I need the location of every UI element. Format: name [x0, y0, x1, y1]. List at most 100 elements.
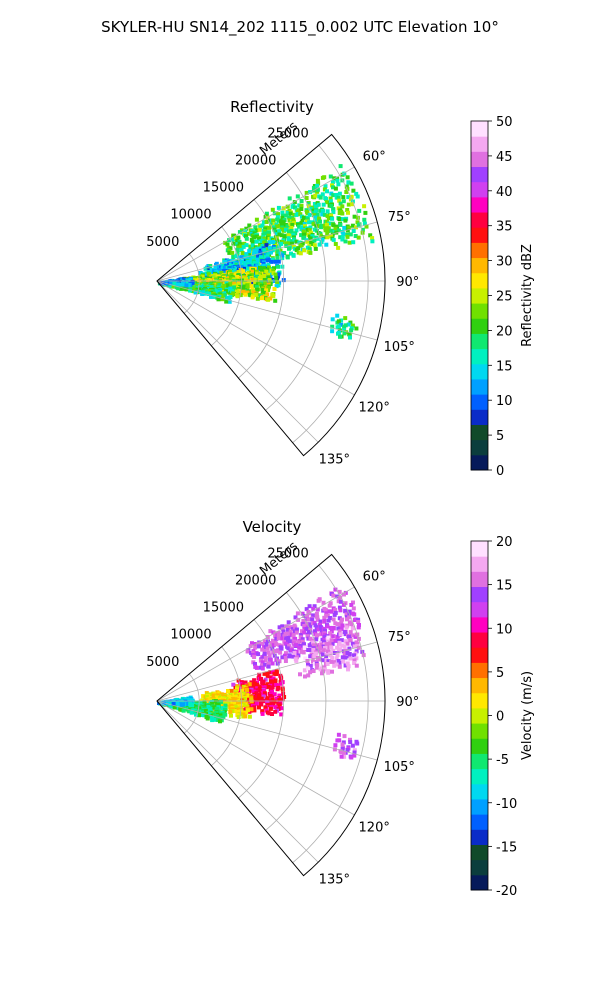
echo-cell	[283, 659, 288, 663]
echo-cell	[310, 234, 315, 239]
echo-cell	[184, 287, 189, 292]
echo-cell	[348, 232, 353, 237]
echo-cell	[292, 639, 297, 644]
colorbar-swatch	[471, 333, 488, 350]
echo-cell	[170, 284, 175, 289]
echo-cell	[333, 226, 338, 231]
echo-cell	[267, 218, 272, 223]
echo-cell	[231, 259, 236, 264]
echo-cell	[285, 628, 290, 632]
echo-cell	[244, 226, 249, 231]
echo-cell	[302, 232, 306, 237]
echo-cell	[300, 637, 305, 642]
echo-cell	[345, 651, 350, 655]
echo-cell	[244, 710, 249, 715]
echo-cell	[272, 246, 277, 251]
echo-cell	[349, 755, 354, 760]
echo-cell	[248, 293, 253, 298]
echo-cell	[280, 256, 285, 261]
echo-cell	[311, 647, 316, 652]
echo-cell	[342, 652, 347, 657]
echo-cell	[339, 322, 344, 327]
echo-cell	[308, 630, 313, 635]
echo-cell	[220, 297, 225, 302]
echo-cell	[262, 671, 267, 676]
echo-cell	[350, 633, 355, 638]
echo-cell	[265, 253, 270, 258]
echo-cell	[292, 650, 297, 655]
echo-cell	[289, 228, 294, 233]
echo-cell	[335, 634, 340, 639]
colorbar-tick-label: 10	[496, 622, 513, 637]
echo-cell	[284, 227, 288, 232]
echo-cell	[237, 686, 242, 691]
echo-cell	[250, 258, 255, 263]
echo-cell	[357, 208, 362, 213]
echo-cell	[263, 658, 268, 663]
echo-cell	[350, 743, 355, 748]
echo-cell	[220, 706, 225, 711]
echo-cell	[333, 638, 337, 643]
echo-cell	[318, 646, 323, 651]
echo-cell	[329, 609, 334, 614]
azimuth-spoke	[156, 700, 355, 816]
echo-cell	[338, 623, 343, 628]
echo-cell	[261, 694, 266, 699]
echo-cell	[348, 737, 352, 742]
colorbar-swatch	[471, 859, 488, 876]
echo-cell	[260, 663, 264, 668]
echo-cell	[215, 718, 220, 722]
echo-cell	[292, 200, 297, 205]
echo-cell	[352, 750, 357, 755]
echo-cell	[276, 205, 281, 210]
azimuth-spoke	[156, 280, 319, 443]
echo-cell	[245, 649, 250, 654]
colorbar-swatch	[471, 166, 488, 183]
echo-cell	[213, 289, 218, 294]
echo-cell	[338, 608, 343, 613]
echo-cell	[294, 628, 299, 633]
echo-cell	[318, 667, 323, 672]
echo-cell	[176, 282, 181, 287]
echo-cell	[345, 175, 350, 180]
echo-cell	[210, 701, 214, 706]
echo-cell	[331, 617, 336, 622]
echo-cell	[242, 696, 247, 701]
echo-cell	[336, 195, 341, 200]
echo-cell	[260, 223, 265, 228]
echo-cell	[273, 678, 278, 683]
echo-cell	[207, 272, 212, 277]
echo-cell	[337, 191, 342, 196]
echo-cell	[304, 190, 309, 195]
echo-cell	[352, 653, 356, 658]
echo-cell	[276, 264, 280, 269]
echo-cell	[280, 264, 285, 269]
echo-cell	[260, 711, 265, 716]
echo-cell	[346, 667, 350, 672]
colorbar-swatch	[471, 136, 488, 152]
colorbar-tick-label: 50	[496, 115, 513, 130]
echo-cell	[275, 255, 280, 260]
echo-cell	[260, 641, 264, 646]
echo-cell	[262, 639, 267, 644]
echo-cell	[335, 594, 340, 599]
range-tick-label: 5000	[146, 655, 179, 670]
echo-cell	[337, 642, 342, 647]
echo-cell	[245, 708, 250, 713]
echo-cell	[299, 203, 304, 208]
echo-cell	[347, 646, 352, 651]
echo-cell	[308, 625, 313, 630]
echo-cell	[266, 282, 271, 287]
colorbar-swatch	[471, 677, 488, 694]
range-tick-label: 5000	[146, 235, 179, 250]
echo-cell	[312, 604, 317, 609]
echo-cell	[222, 260, 227, 264]
echo-cell	[320, 658, 325, 663]
echo-cell	[320, 671, 324, 676]
echo-cell	[229, 713, 233, 718]
colorbar-tick-label: 5	[496, 429, 504, 444]
echo-cell	[285, 255, 290, 260]
radar-echoes	[157, 164, 375, 340]
echo-cell	[255, 234, 259, 239]
echo-cell	[302, 623, 307, 628]
